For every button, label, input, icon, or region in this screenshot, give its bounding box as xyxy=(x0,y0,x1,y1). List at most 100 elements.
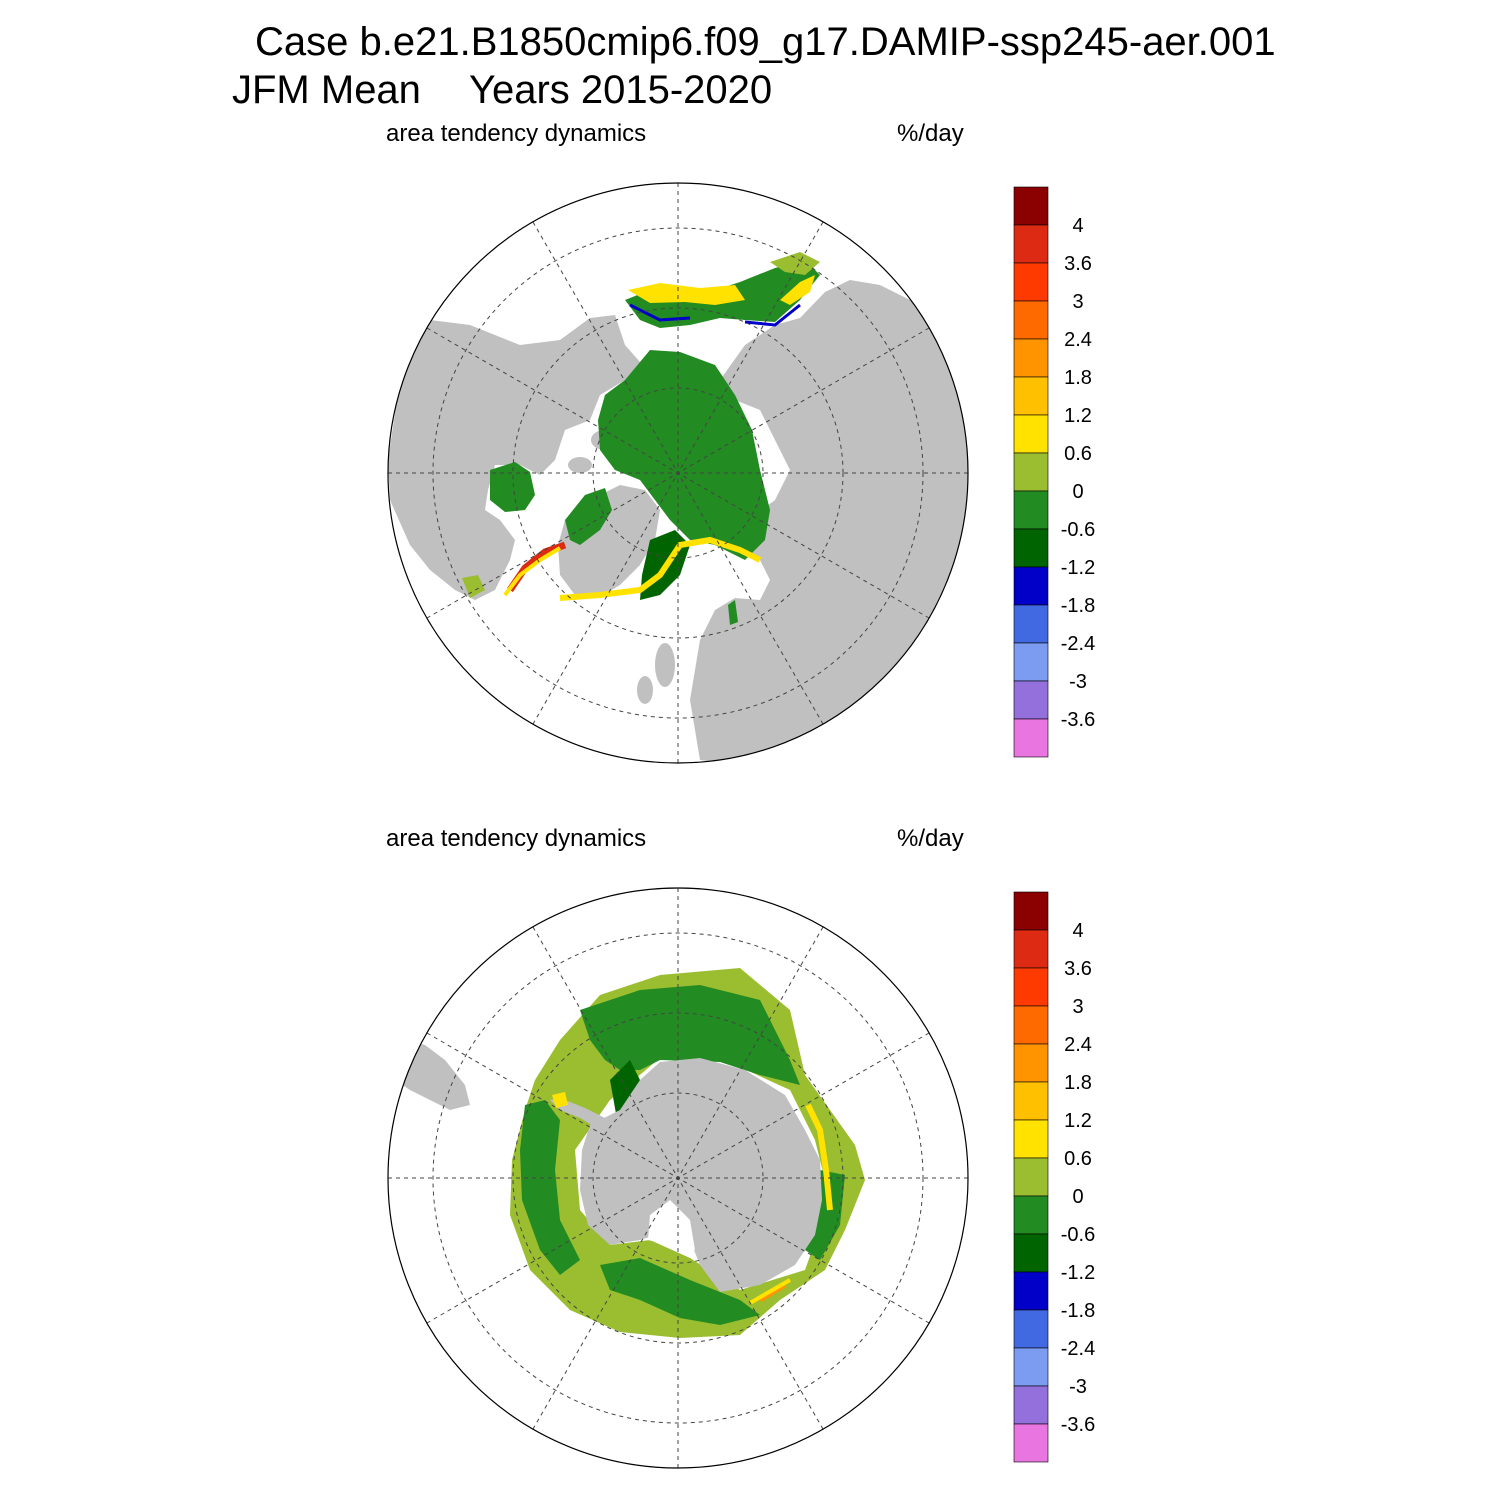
season-label: JFM Mean xyxy=(232,68,421,112)
north-field-edge-blue xyxy=(629,303,801,327)
south-field-peninsula-yellow xyxy=(552,1092,568,1108)
colorbar-tick-label: -1.8 xyxy=(1061,595,1095,617)
colorbar-tick-label: 4 xyxy=(1072,920,1083,942)
north-field-hudson-bay xyxy=(490,462,535,512)
colorbar-tick-label: 1.2 xyxy=(1064,405,1092,427)
south-units-label: %/day xyxy=(897,825,964,852)
colorbar-swatch xyxy=(1013,224,1049,264)
colorbar-swatch xyxy=(1013,1005,1049,1045)
south-field-green-west xyxy=(520,1100,580,1275)
colorbar-tick-label: 3 xyxy=(1072,291,1083,313)
colorbar-tick-label: 2.4 xyxy=(1064,1034,1092,1056)
north-field-baltic xyxy=(728,600,738,625)
colorbar-swatch xyxy=(1013,566,1049,606)
colorbar-tick-label: -3 xyxy=(1069,1376,1087,1398)
colorbar-tick-label: 1.8 xyxy=(1064,1072,1092,1094)
south-field-green-south xyxy=(600,1258,760,1325)
north-polar-map xyxy=(387,182,969,764)
north-field-labrador-yellow xyxy=(503,546,562,597)
colorbar-tick-label: 3.6 xyxy=(1064,958,1092,980)
figure-title-line2: JFM Mean Years 2015-2020 xyxy=(232,68,772,112)
colorbar-swatch xyxy=(1013,680,1049,720)
colorbar-swatch xyxy=(1013,1195,1049,1235)
figure-title-line1: Case b.e21.B1850cmip6.f09_g17.DAMIP-ssp2… xyxy=(255,20,1276,64)
north-colorbar: 4 3.6 3 2.4 1.8 1.2 0.6 0 -0.6 -1.2 -1.8 -2.4 -3 -3.6 xyxy=(1013,186,1095,758)
north-land-north-america xyxy=(388,315,640,600)
north-graticule xyxy=(388,183,968,763)
colorbar-tick-label: 1.8 xyxy=(1064,367,1092,389)
north-land-eurasia xyxy=(690,280,968,763)
colorbar-tick-label: -1.8 xyxy=(1061,1300,1095,1322)
colorbar-tick-label: -3.6 xyxy=(1061,709,1095,731)
north-field-bering-olive xyxy=(770,252,820,275)
years-label: Years 2015-2020 xyxy=(468,68,773,112)
north-map-content xyxy=(388,252,968,763)
colorbar-tick-label: -3.6 xyxy=(1061,1414,1095,1436)
colorbar-swatch xyxy=(1013,262,1049,302)
colorbar-swatch xyxy=(1013,1423,1049,1463)
south-colorbar: 4 3.6 3 2.4 1.8 1.2 0.6 0 -0.6 -1.2 -1.8 -2.4 -3 -3.6 xyxy=(1013,891,1095,1463)
colorbar-tick-label: -1.2 xyxy=(1061,557,1095,579)
south-field-east-yellow xyxy=(805,1103,833,1211)
colorbar-swatch xyxy=(1013,528,1049,568)
colorbar-tick-label: 0.6 xyxy=(1064,1148,1092,1170)
colorbar-swatch xyxy=(1013,1309,1049,1349)
north-units-label: %/day xyxy=(897,120,964,147)
colorbar-swatch xyxy=(1013,967,1049,1007)
colorbar-tick-label: -2.4 xyxy=(1061,633,1095,655)
colorbar-swatch xyxy=(1013,1271,1049,1311)
colorbar-tick-label: 2.4 xyxy=(1064,329,1092,351)
colorbar-swatch xyxy=(1013,1119,1049,1159)
colorbar-swatch xyxy=(1013,490,1049,530)
colorbar-swatch xyxy=(1013,718,1049,758)
colorbar-swatch xyxy=(1013,642,1049,682)
colorbar-tick-label: 0 xyxy=(1072,1186,1083,1208)
colorbar-swatch xyxy=(1013,929,1049,969)
colorbar-swatch xyxy=(1013,1157,1049,1197)
south-graticule xyxy=(388,888,968,1468)
north-map-border xyxy=(387,182,969,764)
colorbar-swatch xyxy=(1013,604,1049,644)
colorbar-tick-label: -0.6 xyxy=(1061,1224,1095,1246)
colorbar-tick-label: -3 xyxy=(1069,671,1087,693)
south-land-antarctica xyxy=(580,1058,822,1292)
colorbar-swatch xyxy=(1013,1081,1049,1121)
north-field-arctic-basin xyxy=(598,350,770,560)
south-map-border xyxy=(387,887,969,1469)
colorbar-swatch xyxy=(1013,300,1049,340)
colorbar-tick-label: 0.6 xyxy=(1064,443,1092,465)
north-land-island xyxy=(637,676,653,704)
south-map-content xyxy=(395,968,865,1338)
north-field-bering-yellow xyxy=(628,283,745,305)
south-field-green-east xyxy=(805,1170,845,1260)
colorbar-tick-label: 1.2 xyxy=(1064,1110,1092,1132)
colorbar-swatch xyxy=(1013,186,1049,226)
colorbar-tick-label: -2.4 xyxy=(1061,1338,1095,1360)
north-field-newfoundland xyxy=(462,575,485,598)
colorbar-tick-label: 0 xyxy=(1072,481,1083,503)
colorbar-swatch xyxy=(1013,414,1049,454)
colorbar-tick-label: -1.2 xyxy=(1061,1262,1095,1284)
north-field-okhotsk-yellow xyxy=(780,275,815,305)
colorbar-swatch xyxy=(1013,452,1049,492)
colorbar-swatch xyxy=(1013,1043,1049,1083)
colorbar-swatch xyxy=(1013,1233,1049,1273)
north-variable-label: area tendency dynamics xyxy=(386,120,647,147)
colorbar-swatch xyxy=(1013,338,1049,378)
colorbar-tick-label: 3 xyxy=(1072,996,1083,1018)
south-ross-shelf xyxy=(648,1200,695,1250)
colorbar-tick-label: 4 xyxy=(1072,215,1083,237)
south-polar-map xyxy=(387,887,969,1469)
colorbar-swatch xyxy=(1013,891,1049,931)
north-field-greenland-edge xyxy=(559,536,762,601)
colorbar-swatch xyxy=(1013,1347,1049,1387)
south-field-green-band xyxy=(580,985,800,1085)
colorbar-tick-label: -0.6 xyxy=(1061,519,1095,541)
colorbar-swatch xyxy=(1013,376,1049,416)
colorbar-swatch xyxy=(1013,1385,1049,1425)
north-land-british-isles xyxy=(655,643,675,687)
colorbar-tick-label: 3.6 xyxy=(1064,253,1092,275)
north-land-island xyxy=(568,457,592,473)
north-field-baffin xyxy=(565,488,612,545)
